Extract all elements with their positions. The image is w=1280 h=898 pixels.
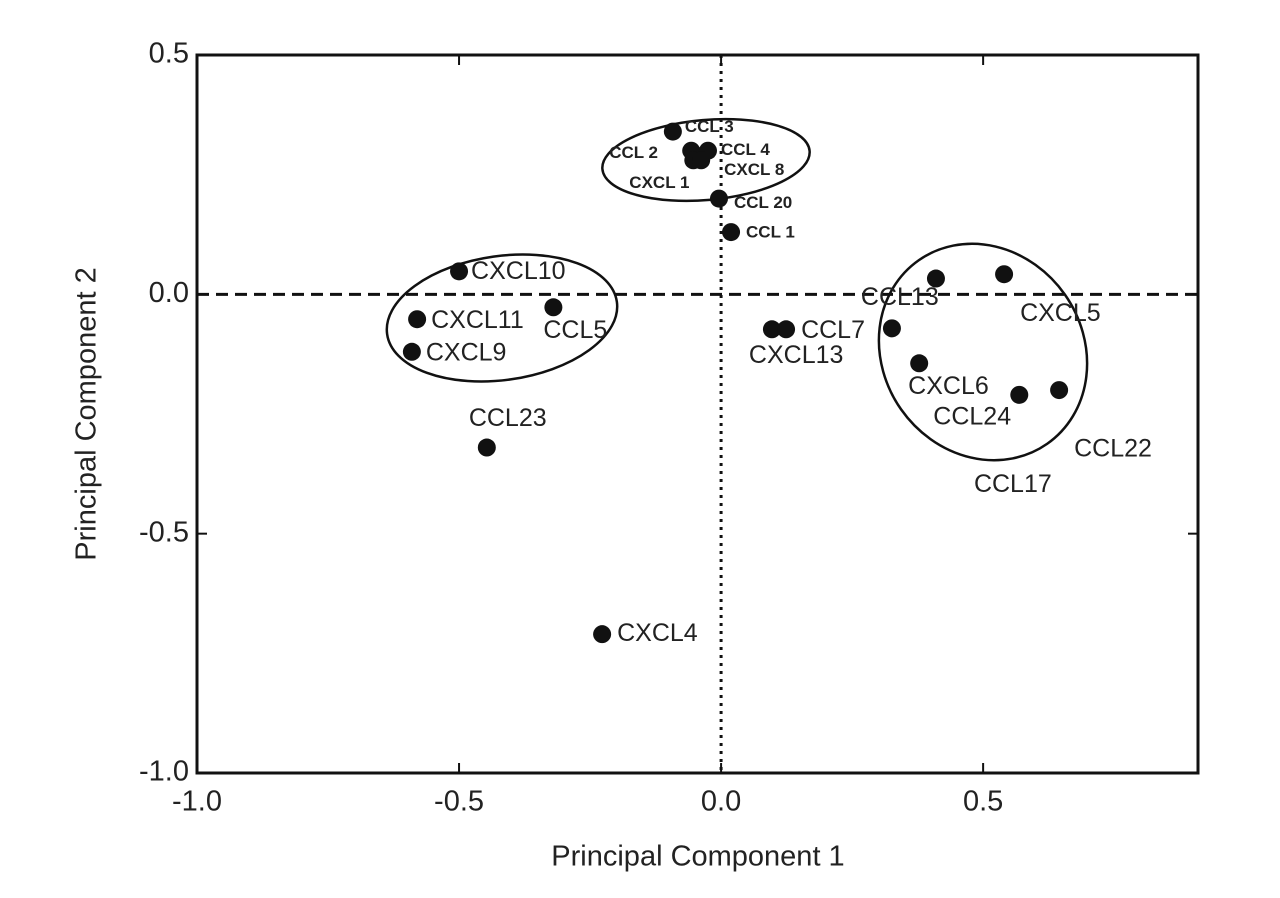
y-tick-label: 0.0 [149,277,189,309]
point-label: CXCL11 [431,306,524,334]
x-tick-label: 0.5 [963,786,1003,818]
point-label: CCL7 [801,316,865,344]
data-point [762,320,781,339]
point-label: CXCL6 [908,372,989,400]
data-point [663,122,682,141]
cluster-outline [601,117,811,203]
data-point [1050,381,1069,400]
point-label: CCL 1 [746,223,795,242]
plot-frame [195,53,1200,775]
y-tick-label: -1.0 [139,756,189,788]
point-label: CXCL5 [1020,299,1101,327]
data-point [882,319,901,338]
data-point [926,269,945,288]
point-label: CCL 4 [721,140,770,159]
y-tick-label: 0.5 [149,38,189,70]
y-tick-label: -0.5 [139,516,189,548]
data-point [593,625,612,644]
point-label: CXCL10 [471,257,566,285]
y-axis-title: Principal Component 2 [71,267,103,560]
data-point [450,262,469,281]
point-label: CCL23 [469,404,547,432]
point-label: CXCL 1 [629,173,689,192]
point-label: CXCL13 [749,341,844,369]
point-label: CCL 20 [734,193,792,212]
x-tick-label: 0.0 [701,786,741,818]
data-point [692,151,711,170]
point-label: CCL17 [974,470,1052,498]
data-point [544,298,563,317]
data-point [709,189,728,208]
data-point [1010,385,1029,404]
point-label: CCL 2 [609,143,658,162]
point-label: CXCL4 [617,619,698,647]
data-point [477,438,496,457]
point-label: CXCL9 [426,338,507,366]
point-label: CCL24 [933,402,1011,430]
data-point [910,354,929,373]
point-label: CCL5 [543,316,607,344]
point-label: CXCL 8 [724,160,784,179]
x-axis-title: Principal Component 1 [551,841,844,873]
data-point [408,310,427,329]
x-tick-label: -0.5 [434,786,484,818]
cluster-outline [385,253,619,383]
data-point [722,223,741,242]
point-label: CCL22 [1074,435,1152,463]
x-tick-label: -1.0 [172,786,222,818]
cluster-outline [877,242,1089,462]
data-point [402,342,421,361]
point-label: CCL 3 [685,117,734,136]
data-point [777,320,796,339]
point-label: CCL13 [861,283,939,311]
data-point [995,265,1014,284]
